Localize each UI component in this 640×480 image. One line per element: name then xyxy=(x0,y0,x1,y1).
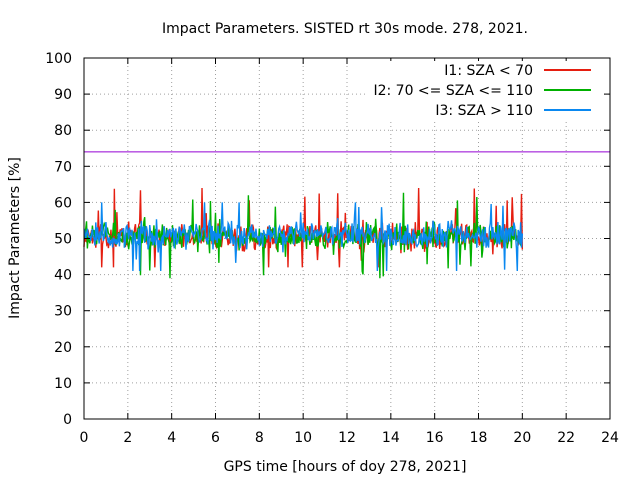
series-layer xyxy=(83,187,524,279)
y-tick-label: 60 xyxy=(54,195,72,211)
x-tick-label: 24 xyxy=(601,430,619,446)
y-tick-label: 90 xyxy=(54,87,72,103)
y-tick-label: 70 xyxy=(54,159,72,175)
y-tick-label: 0 xyxy=(63,412,72,428)
x-axis-label: GPS time [hours of doy 278, 2021] xyxy=(224,459,467,475)
x-tick-label: 16 xyxy=(426,430,444,446)
x-tick-label: 14 xyxy=(382,430,400,446)
y-tick-label: 30 xyxy=(54,304,72,320)
chart-title: Impact Parameters. SISTED rt 30s mode. 2… xyxy=(162,21,528,37)
y-tick-label: 50 xyxy=(54,232,72,248)
legend-background xyxy=(366,61,602,79)
y-tick-label: 40 xyxy=(54,268,72,284)
x-tick-label: 6 xyxy=(211,430,220,446)
x-tick-label: 2 xyxy=(123,430,132,446)
x-tick-label: 8 xyxy=(255,430,264,446)
x-tick-label: 18 xyxy=(470,430,488,446)
y-tick-label: 20 xyxy=(54,340,72,356)
legend-background xyxy=(366,101,602,119)
y-tick-labels: 0 10 20 30 40 50 60 70 80 90 100 xyxy=(45,51,72,428)
y-axis-label: Impact Parameters [%] xyxy=(7,157,23,319)
legend: I1: SZA < 70 I2: 70 <= SZA <= 110 I3: SZA … xyxy=(366,61,602,119)
x-tick-label: 20 xyxy=(513,430,531,446)
legend-entry-label: I3: SZA > 110 xyxy=(435,103,533,119)
legend-entry-label: I1: SZA < 70 xyxy=(444,63,533,79)
x-tick-label: 0 xyxy=(80,430,89,446)
legend-background xyxy=(366,81,602,99)
x-tick-label: 12 xyxy=(338,430,356,446)
x-tick-label: 10 xyxy=(294,430,312,446)
x-tick-label: 4 xyxy=(167,430,176,446)
x-tick-label: 22 xyxy=(557,430,575,446)
series-line-3 xyxy=(83,202,524,272)
y-tick-label: 10 xyxy=(54,376,72,392)
x-tick-labels: 0 2 4 6 8 10 12 14 16 18 20 22 24 xyxy=(80,430,619,446)
legend-entry-label: I2: 70 <= SZA <= 110 xyxy=(373,83,533,99)
y-tick-label: 80 xyxy=(54,123,72,139)
y-tick-label: 100 xyxy=(45,51,72,67)
